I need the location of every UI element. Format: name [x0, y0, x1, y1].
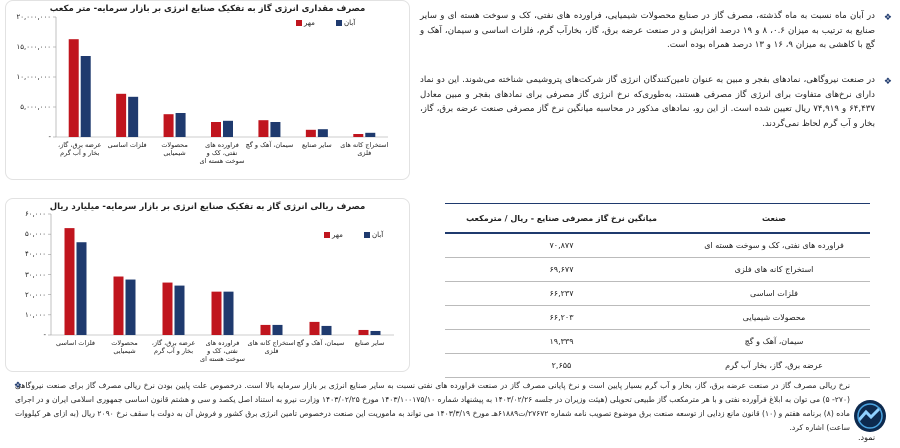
industry-name: استخراج کانه های فلزی [678, 257, 870, 282]
bar [68, 39, 79, 138]
industry-name: فراورده های نفتی، کک و سوخت هسته ای [678, 233, 870, 258]
x-tick-label: استخراج کانه های فلزی [340, 141, 389, 157]
x-tick-label: محصولات شیمیایی [161, 141, 188, 157]
table-row: عرضه برق، گاز، بخار آب گرم ۲,۶۵۵ [445, 353, 870, 378]
rate-value: ۲,۶۵۵ [445, 353, 678, 378]
y-tick-label: ۱۵,۰۰۰,۰۰۰ [16, 43, 51, 51]
rate-value: ۶۶,۲۳۷ [445, 281, 678, 306]
industry-name: فلزات اساسی [678, 281, 870, 306]
y-tick-label: - [48, 133, 51, 141]
bar [125, 279, 136, 335]
legend-swatch [364, 232, 370, 238]
industry-name: محصولات شیمیایی [678, 305, 870, 330]
bullet: ❖ [883, 13, 892, 23]
bar [272, 324, 283, 335]
y-tick-label: ۴۰,۰۰۰ [24, 250, 46, 259]
x-tick-label: سایر صنایع [354, 339, 385, 347]
x-tick-label: عرضه برق، گاز، بخار و آب گرم [151, 339, 196, 355]
rate-value: ۷۰,۸۷۷ [445, 233, 678, 258]
bullet: ❖ [13, 381, 22, 391]
y-tick-label: ۲۰,۰۰۰ [24, 290, 46, 299]
paragraph: در صنعت نیروگاهی، نمادهای بفجر و مبین به… [420, 75, 875, 129]
x-tick-label: عرضه برق، گاز، بخار و آب گرم [57, 141, 102, 157]
bar [321, 325, 332, 335]
table-row: سیمان، آهک و گچ ۱۹,۳۳۹ [445, 329, 870, 354]
table-row: فراورده های نفتی، کک و سوخت هسته ای ۷۰,۸۷… [445, 233, 870, 258]
x-tick-label: سیمان، آهک و گچ [296, 339, 345, 347]
bar [365, 132, 376, 137]
bar [358, 329, 369, 335]
bar [309, 321, 320, 335]
rate-value: ۶۶,۲۰۳ [445, 305, 678, 330]
x-tick-label: فلزات اساسی [56, 339, 95, 347]
chart-panel: مصرف مقداری انرژی گاز به تفکیک صنایع انر… [5, 0, 410, 180]
bar [128, 96, 139, 137]
rate-value: ۶۹,۶۷۷ [445, 257, 678, 282]
logo-text: نمود. [858, 433, 876, 442]
bar [80, 56, 91, 137]
y-tick-label: ۵۰,۰۰۰ [24, 230, 46, 239]
x-tick-label: محصولات شیمیایی [111, 339, 138, 355]
y-tick-label: ۳۰,۰۰۰ [24, 270, 46, 279]
table-header: صنعت [678, 203, 870, 234]
bar [258, 120, 269, 137]
paragraph: در آبان ماه نسبت به ماه گذشته، مصرف گاز … [420, 11, 876, 50]
y-tick-label: ۱۰,۰۰۰ [24, 310, 46, 319]
table-row: استخراج کانه های فلزی ۶۹,۶۷۷ [445, 257, 870, 282]
y-tick-label: ۲۰,۰۰۰,۰۰۰ [16, 13, 51, 21]
bar [163, 114, 174, 137]
chart-title: مصرف ریالی انرژی گاز به تفکیک صنایع انرژ… [49, 202, 366, 212]
bar [211, 291, 222, 335]
legend-swatch [296, 20, 302, 26]
rate-value: ۱۹,۳۳۹ [445, 329, 678, 354]
bar [223, 120, 233, 137]
bar [175, 113, 186, 137]
bar [223, 291, 234, 335]
x-tick-label: استخراج کانه های فلزی [247, 339, 296, 355]
y-tick-label: ۶۰,۰۰۰ [24, 210, 46, 218]
bar [64, 228, 75, 335]
rate-table: صنعت میانگین نرخ گاز مصرفی صنایع - ریال … [445, 203, 870, 378]
x-tick-label: فراورده های نفتی، کک و سوخت هسته ای [200, 339, 245, 363]
table-row: فلزات اساسی ۶۶,۲۳۷ [445, 281, 870, 306]
bar [116, 93, 127, 137]
bar [270, 122, 281, 137]
x-tick-label: سایر صنایع [302, 141, 332, 149]
table-header: میانگین نرخ گاز مصرفی صنایع - ریال / متر… [445, 203, 678, 234]
bar [113, 276, 124, 335]
legend-label: آبان [372, 231, 384, 239]
legend-label: مهر [304, 19, 315, 27]
bullet: ❖ [883, 77, 892, 87]
bar [353, 134, 364, 137]
bar [370, 330, 381, 335]
bar [305, 129, 316, 137]
chart-panel: مصرف ریالی انرژی گاز به تفکیک صنایع انرژ… [5, 198, 410, 372]
bar [162, 282, 173, 335]
bar [317, 129, 328, 137]
logo-icon [854, 400, 886, 432]
bar [174, 285, 185, 335]
industry-name: سیمان، آهک و گچ [678, 329, 870, 354]
bar [260, 324, 271, 335]
x-tick-label: سیمان، آهک و گچ [245, 141, 294, 149]
bar [76, 242, 87, 335]
table-row: محصولات شیمیایی ۶۶,۲۰۳ [445, 305, 870, 330]
footnote: نرخ ریالی مصرف گاز در صنعت عرضه برق، گاز… [15, 381, 850, 432]
y-tick-label: - [43, 331, 46, 339]
legend-swatch [336, 20, 342, 26]
y-tick-label: ۵,۰۰۰,۰۰۰ [20, 103, 51, 111]
legend-swatch [324, 232, 330, 238]
x-tick-label: فراورده های نفتی، کک و سوخت هسته ای [199, 141, 245, 165]
legend-label: آبان [344, 19, 356, 27]
legend-label: مهر [332, 231, 343, 239]
industry-name: عرضه برق، گاز، بخار آب گرم [678, 353, 870, 378]
chart [53, 16, 388, 138]
chart-title: مصرف مقداری انرژی گاز به تفکیک صنایع انر… [49, 4, 366, 14]
x-tick-label: فلزات اساسی [107, 141, 147, 149]
y-tick-label: ۱۰,۰۰۰,۰۰۰ [16, 73, 51, 81]
chart [48, 213, 394, 336]
bar [211, 122, 221, 137]
